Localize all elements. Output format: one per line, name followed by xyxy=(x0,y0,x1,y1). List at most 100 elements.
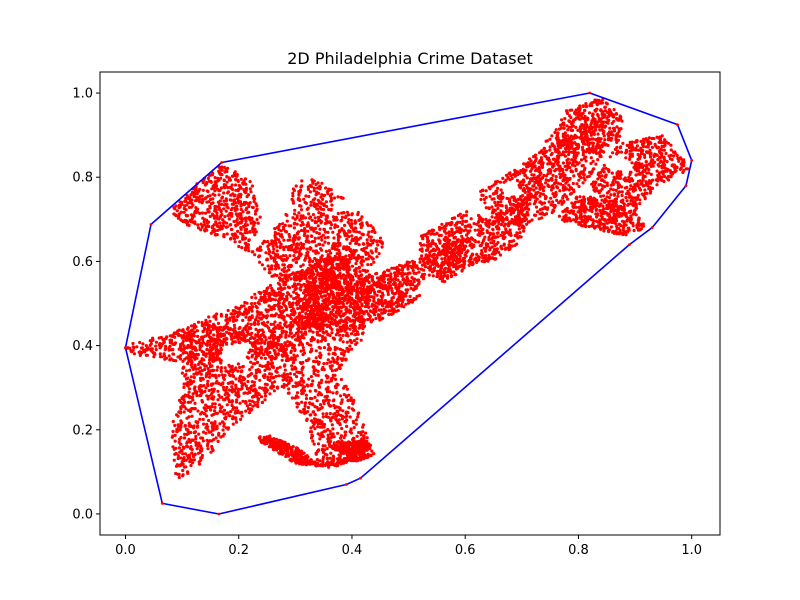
crime-point xyxy=(244,241,248,245)
crime-point xyxy=(294,184,298,188)
crime-point xyxy=(306,410,310,414)
crime-point xyxy=(307,260,311,264)
crime-point xyxy=(304,457,308,462)
crime-point xyxy=(279,233,284,237)
crime-point xyxy=(298,306,303,310)
crime-point xyxy=(296,383,300,387)
crime-point xyxy=(305,223,309,227)
crime-point xyxy=(347,266,351,270)
crime-point xyxy=(352,425,356,430)
crime-point xyxy=(282,385,286,389)
crime-point xyxy=(176,333,181,337)
crime-point xyxy=(246,310,251,314)
crime-point xyxy=(270,386,274,390)
crime-point xyxy=(229,223,233,227)
crime-point xyxy=(259,356,263,360)
crime-point xyxy=(223,366,227,370)
crime-point xyxy=(302,197,306,201)
crime-point xyxy=(302,332,306,336)
crime-point xyxy=(192,194,196,199)
crime-point xyxy=(204,196,208,200)
crime-point xyxy=(188,409,192,413)
crime-point xyxy=(205,228,209,232)
crime-point xyxy=(256,330,260,334)
crime-point xyxy=(232,323,236,327)
crime-point xyxy=(362,434,366,438)
crime-point xyxy=(229,410,233,414)
crime-point xyxy=(369,235,373,239)
crime-point xyxy=(361,232,365,236)
crime-point xyxy=(296,197,300,202)
crime-point xyxy=(193,199,198,203)
crime-point xyxy=(238,365,242,370)
crime-point xyxy=(236,314,240,318)
crime-point xyxy=(313,197,317,201)
crime-point xyxy=(145,346,149,350)
crime-point xyxy=(265,258,269,262)
crime-point xyxy=(290,396,294,400)
crime-point xyxy=(230,380,234,384)
crime-point xyxy=(309,339,313,343)
crime-point xyxy=(289,343,293,347)
crime-point xyxy=(317,384,321,388)
crime-point xyxy=(284,376,288,380)
crime-point xyxy=(182,446,186,450)
crime-point xyxy=(222,398,226,402)
crime-point xyxy=(211,402,215,406)
crime-point xyxy=(323,444,327,448)
crime-point xyxy=(211,327,215,331)
crime-point xyxy=(356,290,360,294)
crime-point xyxy=(221,343,225,347)
crime-point xyxy=(253,388,257,392)
crime-point xyxy=(280,273,284,277)
crime-point xyxy=(239,227,243,231)
crime-point xyxy=(198,376,203,380)
crime-point xyxy=(349,304,353,309)
crime-point xyxy=(301,346,305,350)
crime-point xyxy=(212,437,216,442)
crime-point xyxy=(248,407,253,411)
crime-point xyxy=(197,189,201,193)
crime-point xyxy=(214,327,218,331)
crime-point xyxy=(348,415,352,419)
crime-point xyxy=(285,313,289,317)
crime-point xyxy=(373,230,377,235)
crime-point xyxy=(301,373,305,377)
crime-point xyxy=(312,301,316,305)
crime-point xyxy=(318,184,322,188)
crime-point xyxy=(262,296,266,300)
crime-point xyxy=(192,431,196,435)
crime-point xyxy=(149,339,153,343)
crime-point xyxy=(189,430,193,435)
crime-point xyxy=(237,221,242,225)
crime-point xyxy=(259,341,263,345)
crime-point xyxy=(431,274,435,278)
crime-point xyxy=(289,321,293,325)
chart-title: 2D Philadelphia Crime Dataset xyxy=(287,49,533,68)
crime-point xyxy=(287,224,291,228)
crime-point xyxy=(339,276,343,280)
crime-point xyxy=(302,351,306,355)
crime-point xyxy=(267,267,272,271)
crime-point xyxy=(169,357,173,361)
crime-point xyxy=(225,337,229,341)
crime-point xyxy=(242,376,246,380)
crime-point xyxy=(360,332,365,336)
crime-point xyxy=(240,337,244,341)
crime-point xyxy=(320,193,324,197)
crime-point xyxy=(218,343,222,347)
crime-point xyxy=(322,400,326,404)
crime-point xyxy=(291,199,295,203)
crime-point xyxy=(282,225,286,229)
crime-point xyxy=(217,393,221,397)
crime-point xyxy=(260,328,264,332)
crime-point xyxy=(187,390,191,394)
crime-point xyxy=(275,385,279,389)
crime-point xyxy=(242,326,246,330)
crime-point xyxy=(331,270,335,274)
crime-point xyxy=(224,341,228,345)
crime-point xyxy=(284,277,288,281)
crime-point xyxy=(239,312,244,316)
crime-point xyxy=(265,352,269,356)
crime-point xyxy=(305,341,309,345)
